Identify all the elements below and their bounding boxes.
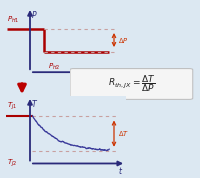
Text: $\Delta T$: $\Delta T$ [118,129,129,138]
Text: $t$: $t$ [118,74,124,85]
Text: $\Delta P$: $\Delta P$ [118,36,129,44]
Text: $P_{H2}$: $P_{H2}$ [48,61,61,72]
Text: $R_{th,JX} = \dfrac{\Delta T}{\Delta P}$: $R_{th,JX} = \dfrac{\Delta T}{\Delta P}$ [108,73,156,94]
Text: $t$: $t$ [118,165,124,176]
Text: $T_{J1}$: $T_{J1}$ [7,101,18,112]
FancyBboxPatch shape [70,69,193,99]
Text: $T$: $T$ [31,98,38,109]
Text: $T_{J2}$: $T_{J2}$ [7,157,18,169]
Text: $P$: $P$ [31,9,38,20]
Text: $P_{H1}$: $P_{H1}$ [7,15,20,25]
